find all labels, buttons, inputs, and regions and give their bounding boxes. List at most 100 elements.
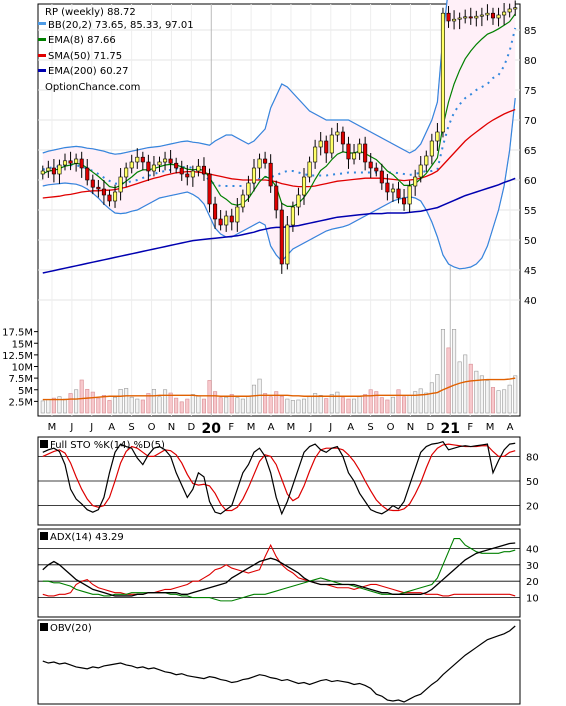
candle-body	[418, 164, 423, 178]
volume-bar	[107, 400, 112, 414]
volume-bar	[274, 391, 279, 414]
candle-body	[502, 11, 507, 16]
candle-body	[124, 167, 129, 178]
watermark: OptionChance.com	[45, 82, 140, 93]
volume-tick-label: 10M	[12, 363, 33, 374]
obv-line	[42, 625, 516, 703]
candle-body	[318, 140, 323, 148]
month-label: D	[188, 422, 196, 433]
volume-bar	[85, 388, 90, 414]
month-label: N	[168, 422, 175, 433]
volume-bar	[124, 388, 129, 414]
candle-body	[74, 158, 79, 164]
candle-body	[224, 215, 229, 226]
obv-title: OBV(20)	[50, 623, 92, 634]
candle-body	[390, 188, 395, 193]
volume-bar	[113, 396, 118, 414]
candle-body	[452, 18, 457, 22]
volume-bar	[174, 397, 179, 414]
adx-panel: 10 20 30 40 ADX(14) 43.29	[37, 528, 539, 618]
candle-body	[402, 197, 407, 205]
candlesticks	[40, 0, 518, 274]
price-tick-label: 80	[524, 56, 537, 67]
candle-body	[235, 206, 240, 223]
month-label: N	[407, 422, 414, 433]
candle-body	[251, 167, 257, 184]
volume-bar	[163, 389, 168, 414]
volume-bar	[335, 391, 340, 414]
adx-tick-label: 20	[526, 577, 539, 588]
candle-body	[446, 12, 451, 22]
candle-body	[513, 7, 518, 10]
volume-bar	[435, 374, 440, 414]
volume-bar	[313, 393, 318, 414]
candle-body	[96, 186, 101, 190]
volume-bar	[279, 395, 284, 414]
volume-bar	[207, 380, 212, 414]
volume-bar	[235, 397, 240, 414]
candle-body	[151, 164, 156, 172]
volume-bar	[513, 375, 518, 414]
obv-legend-swatch	[40, 623, 48, 631]
candle-body	[257, 158, 262, 169]
volume-bar	[51, 397, 56, 414]
stochastic-panel: 20 50 80 Full STO %K(14) %D(5)	[37, 436, 539, 526]
month-label: O	[387, 422, 395, 433]
legend-swatch-sma50	[38, 54, 46, 57]
volume-bar	[340, 397, 345, 414]
month-label: D	[427, 422, 435, 433]
candle-body	[79, 158, 84, 169]
candle-body	[463, 16, 468, 19]
legend-bb: BB(20,2) 73.65, 85.33, 97.01	[48, 20, 194, 31]
bb-upper-band	[42, 0, 448, 155]
volume-bar	[168, 392, 173, 414]
volume-bar	[157, 396, 162, 414]
candle-body	[179, 167, 184, 175]
candle-body	[340, 131, 345, 145]
month-label: F	[467, 422, 473, 433]
candle-body	[352, 152, 357, 160]
candle-body	[51, 167, 56, 175]
volume-bar	[79, 379, 84, 414]
volume-bar	[218, 397, 223, 414]
candle-body	[346, 143, 351, 160]
sto-title: Full STO %K(14) %D(5)	[50, 440, 165, 451]
volume-bar	[224, 396, 229, 414]
price-tick-label: 70	[524, 116, 537, 127]
month-label: A	[347, 422, 354, 433]
volume-bar	[74, 389, 79, 414]
volume-bar	[424, 392, 429, 414]
volume-bar	[329, 394, 334, 414]
candle-body	[118, 176, 123, 193]
candle-body	[246, 182, 251, 196]
candle-body	[107, 194, 112, 202]
candle-body	[213, 203, 218, 220]
month-label: F	[228, 422, 234, 433]
volume-bar	[135, 398, 140, 414]
candle-body	[129, 161, 134, 169]
adx-line	[42, 542, 516, 597]
volume-bar	[379, 397, 384, 414]
candle-body	[240, 194, 245, 208]
chart-title: RP (weekly) 88.72	[45, 7, 136, 18]
candle-body	[429, 140, 434, 157]
volume-bar	[385, 399, 390, 414]
candle-body	[135, 156, 140, 163]
candle-body	[374, 167, 379, 172]
volume-bar	[407, 395, 412, 414]
x-axis-month-labels: M J J A S O N D 20 F M A M J J A S O N D 21 F M A	[48, 421, 514, 437]
candle-body	[474, 15, 479, 19]
volume-bar	[402, 396, 407, 414]
volume-sma-line	[42, 377, 516, 401]
price-tick-label: 50	[524, 236, 537, 247]
volume-bar	[463, 354, 468, 414]
candle-body	[407, 185, 412, 205]
volume-bar	[129, 396, 134, 414]
volume-bar	[352, 398, 357, 414]
adx-lines: 10 20 30 40	[38, 538, 539, 605]
adx-minus-di-line	[42, 543, 516, 597]
obv-panel: OBV(20)	[37, 619, 521, 705]
month-label: 20	[202, 421, 222, 437]
candle-body	[263, 158, 268, 164]
